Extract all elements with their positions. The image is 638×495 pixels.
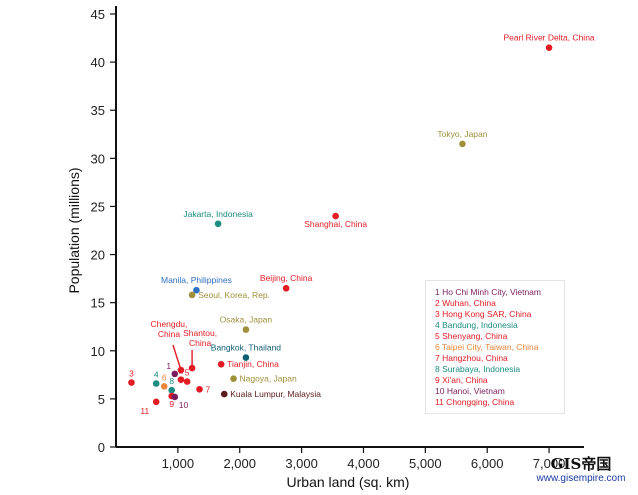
data-point (230, 375, 237, 382)
point-label: Nagoya, Japan (240, 374, 297, 384)
legend-item: 8 Surabaya, Indonesia (435, 364, 521, 374)
data-point (214, 220, 222, 228)
watermark: GIS帝国 www.gisempire.com (526, 456, 636, 485)
point-label: Bangkok, Thailand (211, 343, 282, 353)
point-label: 4 (154, 369, 159, 379)
chart-axes (115, 6, 584, 448)
point-label: Seoul, Korea, Rep. (198, 290, 270, 300)
y-tick-label: 5 (98, 392, 105, 407)
watermark-logo: GIS帝国 (550, 455, 612, 473)
data-point (193, 286, 200, 294)
y-tick-label: 0 (98, 440, 105, 455)
y-tick-label: 15 (91, 296, 105, 311)
legend-item: 10 Hanoi, Vietnam (435, 386, 505, 396)
legend-item: 11 Chongqing, China (435, 397, 515, 407)
legend-item: 2 Wuhan, China (435, 298, 496, 308)
point-label: Osaka, Japan (220, 315, 273, 325)
legend-item: 9 Xi'an, China (435, 375, 488, 385)
data-point (332, 212, 339, 220)
point-label: Shantou, China (183, 328, 217, 348)
data-point (152, 380, 160, 387)
legend-item: 4 Bandung, Indonesia (435, 320, 518, 330)
y-tick-label: 40 (91, 55, 105, 70)
y-tick-label: 20 (91, 248, 105, 263)
data-point (282, 284, 290, 292)
legend-item: 5 Shenyang, China (435, 331, 508, 341)
y-tick-label: 25 (91, 199, 105, 214)
point-label: 6 (162, 372, 167, 382)
data-point (168, 386, 175, 394)
y-tick-label: 10 (91, 344, 105, 359)
y-tick-label: 45 (91, 7, 105, 22)
data-point (459, 140, 466, 148)
x-tick-label: 1,000 (162, 456, 195, 471)
point-label: Kuala Lumpur, Malaysia (230, 389, 321, 399)
x-tick-label: 3,000 (285, 456, 318, 471)
point-label: 3 (129, 369, 134, 379)
data-point (177, 376, 185, 383)
point-label: 9 (169, 399, 174, 409)
data-point (196, 385, 203, 393)
y-tick-label: 30 (91, 151, 105, 166)
data-point (128, 379, 135, 386)
y-tick-label: 35 (91, 103, 105, 118)
data-point (183, 378, 191, 385)
watermark-url: www.gisempire.com (536, 473, 626, 484)
x-tick-label: 7,000 (533, 456, 566, 471)
point-label: Tianjin, China (227, 359, 279, 369)
point-label: 2 (179, 366, 184, 376)
point-label: Pearl River Delta, China (503, 33, 594, 43)
data-point (242, 326, 250, 333)
data-point (188, 291, 196, 299)
data-point (152, 398, 160, 406)
x-tick-label: 6,000 (471, 456, 504, 471)
x-tick-label: 2,000 (223, 456, 256, 471)
point-label: 7 (206, 384, 211, 394)
point-label: 11 (140, 406, 149, 416)
x-tick-label: 4,000 (347, 456, 380, 471)
point-label: Shanghai, China (304, 219, 367, 229)
data-point (160, 383, 168, 390)
y-axis-title: Population (millions) (66, 167, 82, 293)
point-label: Chengdu, China (151, 319, 188, 339)
data-point (217, 360, 225, 368)
point-label: 10 (179, 400, 189, 410)
data-point (171, 393, 179, 401)
point-label: 1 (166, 361, 171, 371)
x-axis-title: Urban land (sq. km) (287, 474, 410, 490)
chart-point-labels: Pearl River Delta, China Tokyo, Japan Shan… (129, 33, 595, 416)
point-label: Manila, Philippines (161, 275, 232, 285)
chart-legend: 1 Ho Chi Minh City, Vietnam 2 Wuhan, Chin… (425, 280, 565, 414)
point-label: 8 (169, 376, 174, 386)
data-point (242, 354, 250, 361)
data-point (171, 370, 179, 378)
legend-item: 7 Hangzhou, China (435, 353, 508, 363)
callout-line (172, 344, 182, 371)
data-point (545, 44, 553, 51)
point-label: Beijing, China (260, 273, 313, 283)
point-label: Jakarta, Indonesia (183, 209, 253, 219)
chart-points (128, 44, 553, 406)
legend-item: 6 Taipei City, Taiwan, China (435, 342, 539, 352)
point-label: 5 (185, 368, 190, 378)
x-tick-label: 5,000 (409, 456, 442, 471)
legend-item: 3 Hong Kong SAR, China (435, 309, 532, 319)
legend-item: 1 Ho Chi Minh City, Vietnam (435, 287, 541, 297)
point-label: Tokyo, Japan (437, 129, 487, 139)
data-point (220, 390, 228, 398)
